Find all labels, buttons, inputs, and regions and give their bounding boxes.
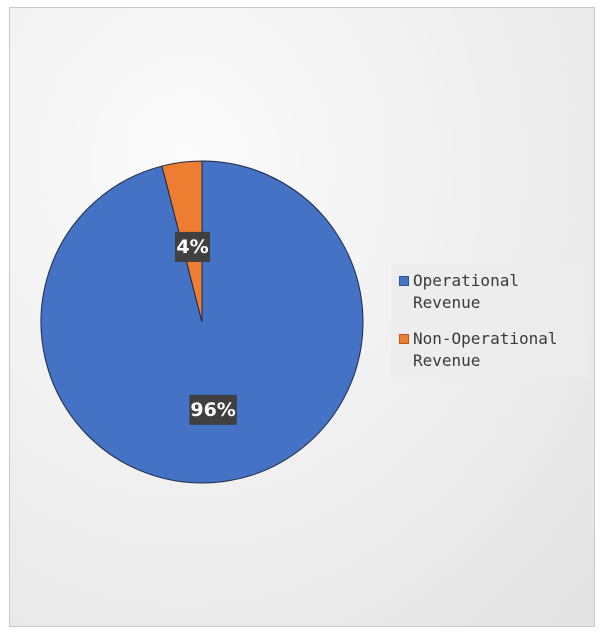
legend-swatch-non-operational-revenue — [399, 334, 409, 344]
data-label-text-non-operational-revenue: 4% — [176, 236, 208, 258]
legend-swatch-operational-revenue — [399, 276, 409, 286]
data-label-box-operational-revenue — [189, 394, 237, 425]
pie-chart: 96% 4% — [40, 160, 364, 484]
data-label-text-operational-revenue: 96% — [190, 399, 235, 421]
legend-item-operational-revenue: Operational Revenue — [399, 270, 583, 314]
legend-label-operational-revenue: Operational Revenue — [413, 271, 519, 312]
data-label-box-non-operational-revenue — [175, 231, 211, 262]
data-label-operational-revenue: 96% — [189, 394, 237, 425]
legend-item-non-operational-revenue: Non-Operational Revenue — [399, 328, 583, 372]
legend-label-non-operational-revenue: Non-Operational Revenue — [413, 329, 558, 370]
data-label-non-operational-revenue: 4% — [175, 231, 211, 262]
chart-area: 96% 4% Operational Revenue Non-Operationa… — [9, 7, 595, 627]
legend: Operational Revenue Non-Operational Reve… — [391, 264, 587, 378]
